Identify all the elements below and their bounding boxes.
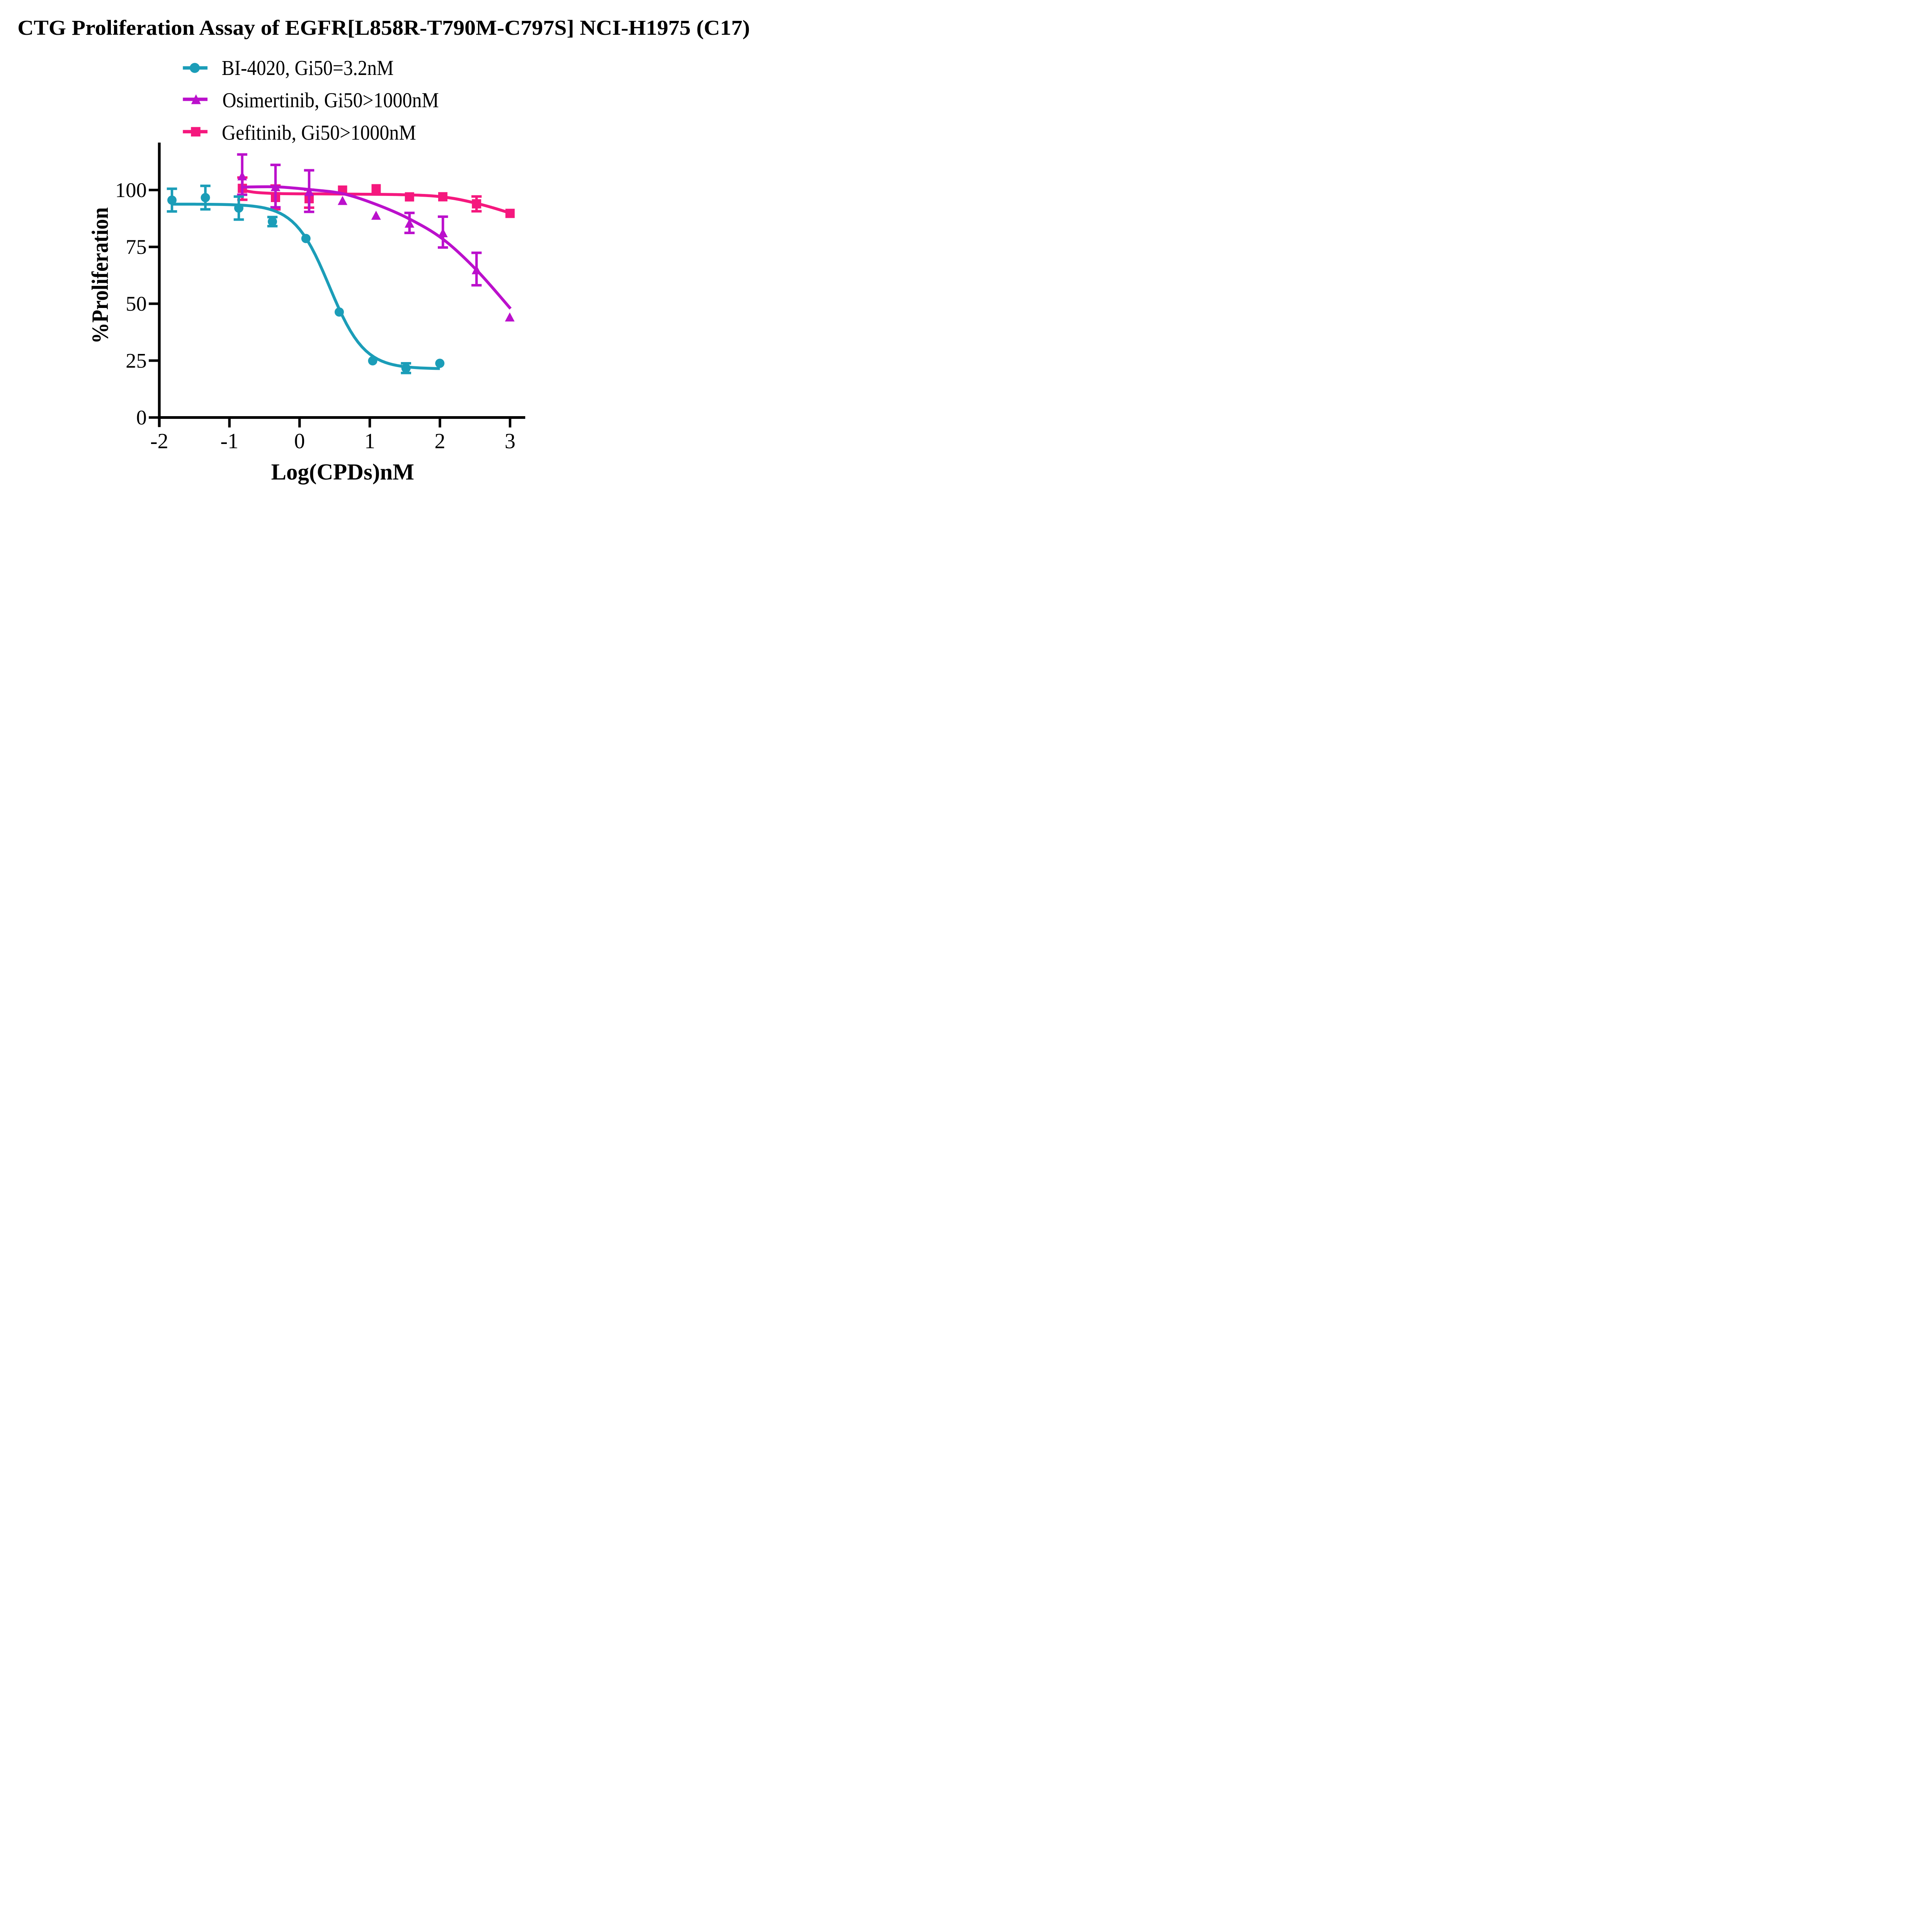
svg-text:25: 25 — [126, 349, 147, 372]
svg-text:0: 0 — [136, 406, 147, 429]
svg-text:50: 50 — [126, 292, 147, 315]
svg-text:100: 100 — [115, 178, 147, 202]
svg-text:0: 0 — [294, 429, 305, 453]
svg-text:BI-4020, Gi50=3.2nM: BI-4020, Gi50=3.2nM — [222, 56, 394, 80]
svg-text:%Proliferation: %Proliferation — [87, 207, 113, 344]
svg-text:2: 2 — [435, 429, 446, 453]
svg-text:1: 1 — [364, 429, 375, 453]
svg-text:CTG Proliferation Assay of EGF: CTG Proliferation Assay of EGFR[L858R-T7… — [17, 16, 750, 40]
svg-text:75: 75 — [126, 235, 147, 259]
svg-text:Gefitinib, Gi50>1000nM: Gefitinib, Gi50>1000nM — [222, 121, 416, 145]
svg-text:Log(CPDs)nM: Log(CPDs)nM — [271, 459, 414, 485]
svg-text:Osimertinib, Gi50>1000nM: Osimertinib, Gi50>1000nM — [223, 89, 439, 112]
svg-text:-1: -1 — [220, 429, 238, 453]
svg-text:-2: -2 — [150, 429, 168, 453]
svg-text:3: 3 — [505, 429, 515, 453]
